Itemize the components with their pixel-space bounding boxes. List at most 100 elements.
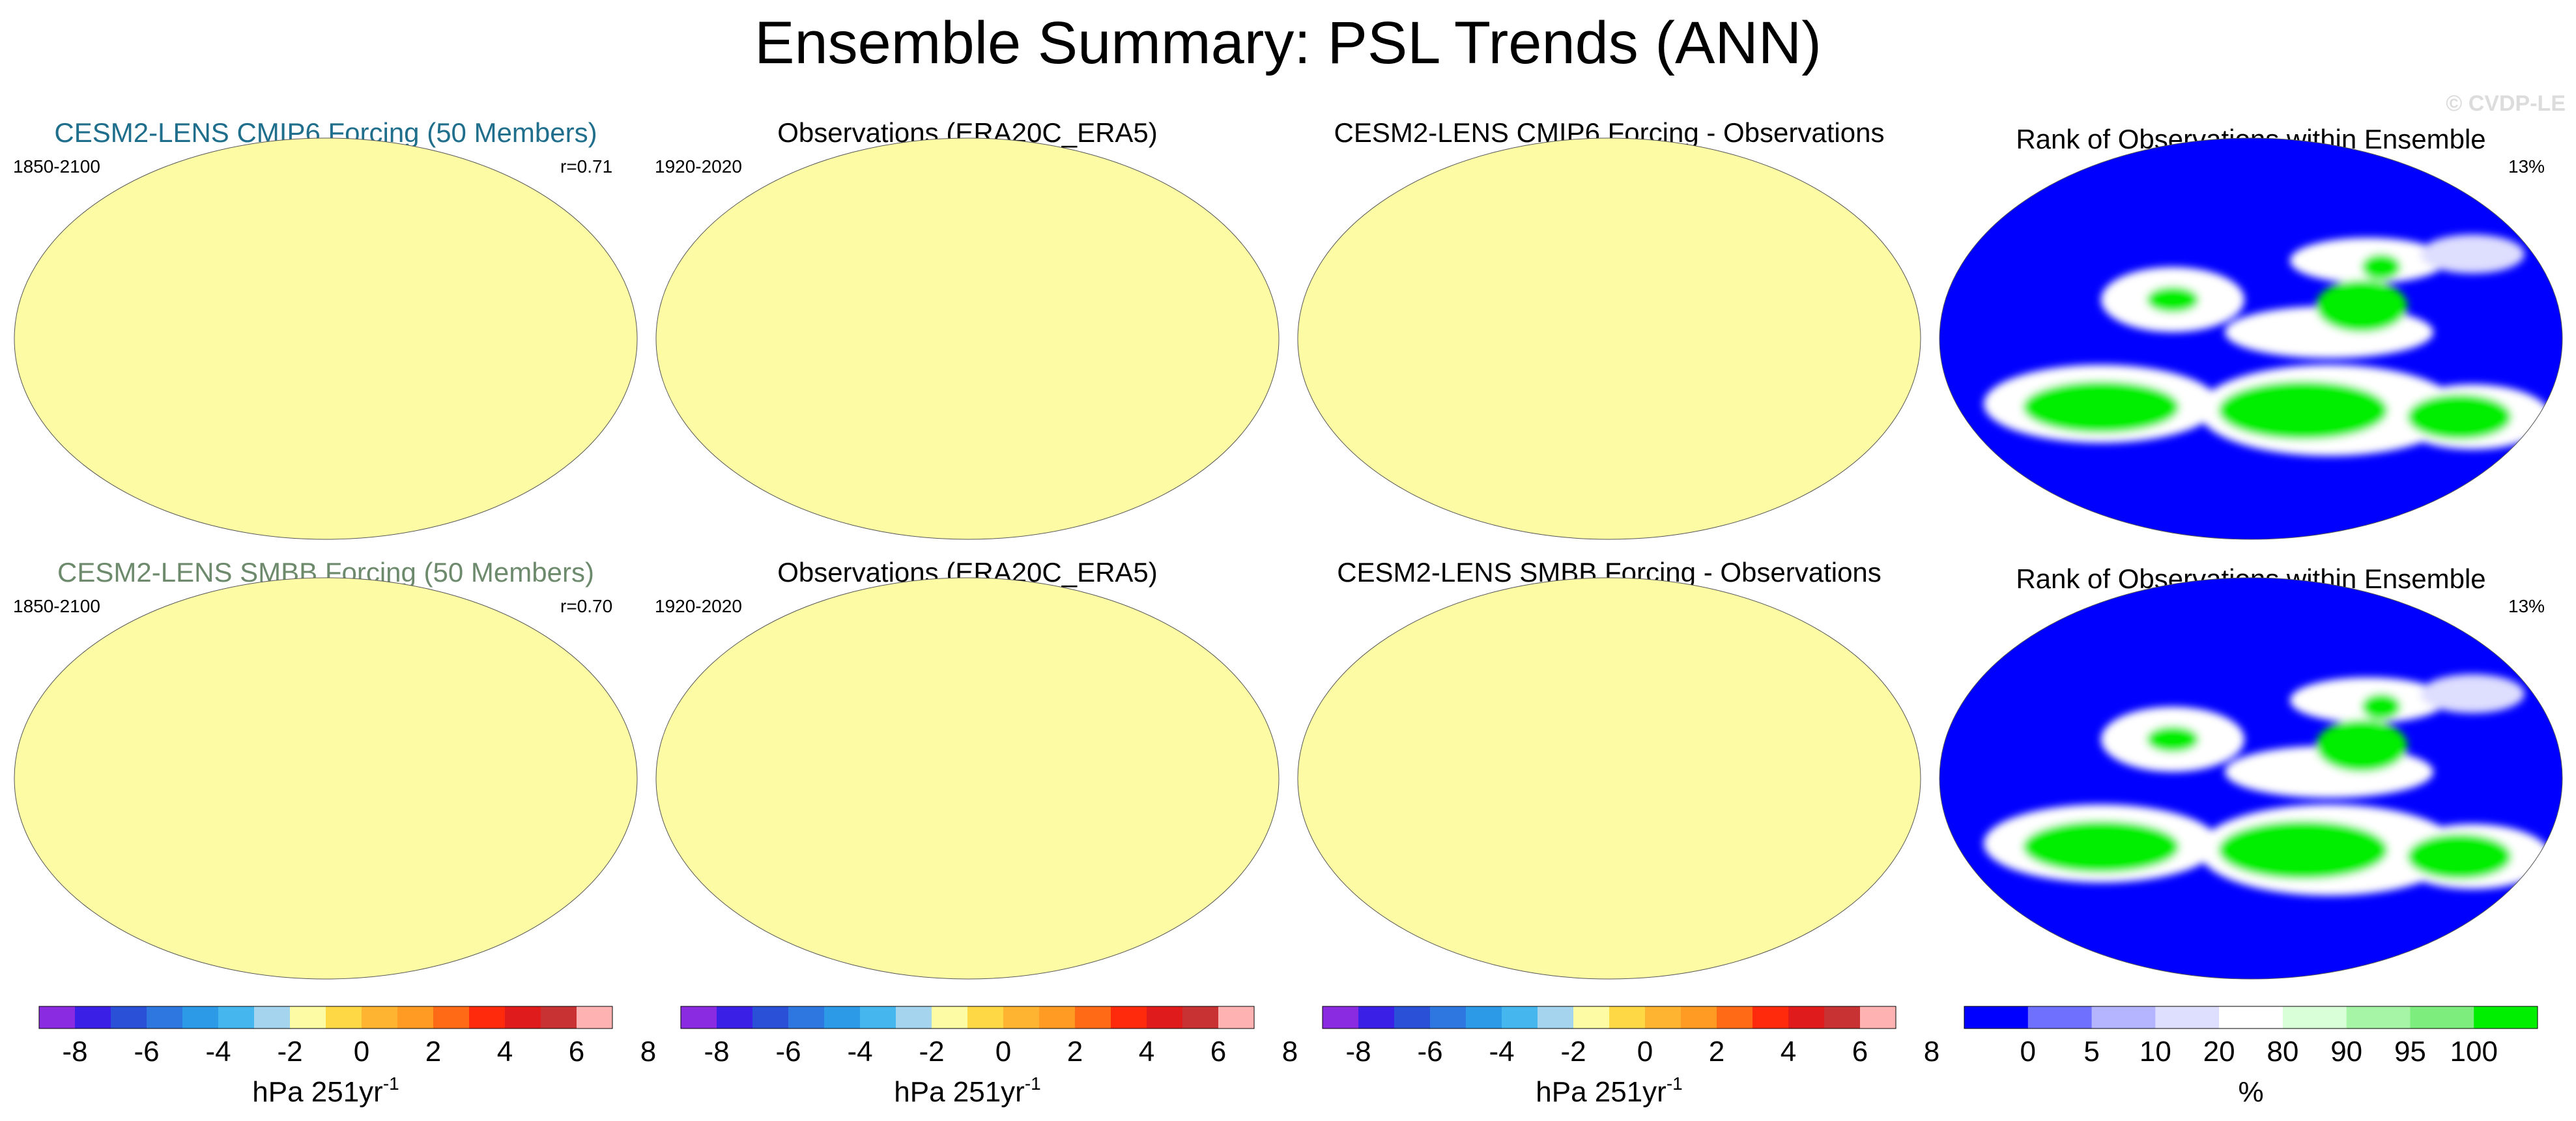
colorbar-swatch — [1323, 1006, 1359, 1029]
colorbar-swatch — [1681, 1006, 1717, 1029]
colorbar-swatch — [469, 1006, 506, 1029]
colorbar-swatch — [1824, 1006, 1861, 1029]
colorbar-tick-label: 8 — [1282, 1036, 1298, 1068]
colorbar-swatch — [1111, 1006, 1147, 1029]
colorbar-tick-label: 2 — [1067, 1036, 1083, 1068]
colorbar-tick-label: -8 — [704, 1036, 729, 1068]
map-r2c2 — [655, 577, 1280, 980]
colorbar-swatch — [1003, 1006, 1040, 1029]
period-label-r1c2: 1920-2020 — [655, 156, 742, 177]
colorbar-swatch — [577, 1006, 613, 1029]
colorbar-swatch — [111, 1006, 147, 1029]
colorbar-tick-label: 10 — [2140, 1036, 2171, 1068]
colorbar-tick-label: 4 — [1781, 1036, 1796, 1068]
colorbar-tick-label: -6 — [775, 1036, 801, 1068]
map-r1c2 — [655, 137, 1280, 540]
colorbar-swatch — [75, 1006, 111, 1029]
colorbar-swatch — [254, 1006, 291, 1029]
period-label-r2c1: 1850-2100 — [13, 596, 100, 616]
colorbar-swatch — [1218, 1006, 1255, 1029]
colorbar-swatch — [717, 1006, 753, 1029]
colorbar-swatch — [1964, 1006, 2029, 1029]
colorbar-swatch — [860, 1006, 896, 1029]
colorbar-tick-label: 2 — [425, 1036, 441, 1068]
page-title: Ensemble Summary: PSL Trends (ANN) — [754, 10, 1822, 76]
colorbar-tick-label: 6 — [1852, 1036, 1868, 1068]
colorbar-tick-label: -8 — [1345, 1036, 1371, 1068]
colorbar-tick-label: -4 — [1489, 1036, 1514, 1068]
colorbar-swatch — [1609, 1006, 1646, 1029]
colorbar-swatch — [505, 1006, 541, 1029]
colorbar-swatch — [290, 1006, 326, 1029]
map-r2c4 — [1939, 577, 2563, 980]
colorbar-swatch — [896, 1006, 932, 1029]
colorbar-swatch — [2027, 1006, 2093, 1029]
colorbar-swatch — [1075, 1006, 1111, 1029]
correlation-label-r1c1: r=0.71 — [560, 156, 613, 177]
colorbar-swatch — [1182, 1006, 1219, 1029]
colorbar-swatch — [1717, 1006, 1753, 1029]
colorbar-swatch — [752, 1006, 789, 1029]
correlation-label-r2c1: r=0.70 — [560, 596, 613, 616]
colorbar-tick-label: 2 — [1709, 1036, 1724, 1068]
colorbar-tick-label: 6 — [569, 1036, 584, 1068]
colorbar-swatch — [147, 1006, 183, 1029]
colorbar-tick-label: -4 — [205, 1036, 231, 1068]
colorbar-swatch — [1147, 1006, 1183, 1029]
colorbar-swatch — [681, 1006, 717, 1029]
colorbar-swatch — [39, 1006, 76, 1029]
colorbar-swatch — [326, 1006, 362, 1029]
colorbar-swatch — [2091, 1006, 2156, 1029]
colorbar-swatch — [433, 1006, 470, 1029]
colorbar-swatch — [788, 1006, 825, 1029]
colorbar-swatch — [1394, 1006, 1431, 1029]
colorbar-unit-label: hPa 251yr-1 — [894, 1073, 1040, 1108]
colorbar-tick-label: 95 — [2394, 1036, 2426, 1068]
colorbar-tick-label: 6 — [1210, 1036, 1226, 1068]
colorbar-swatch — [1358, 1006, 1395, 1029]
colorbar-swatch — [397, 1006, 434, 1029]
colorbar-swatch — [1753, 1006, 1789, 1029]
colorbar-swatch — [2474, 1006, 2538, 1029]
colorbar-swatch — [182, 1006, 219, 1029]
colorbar-obs: -8 -6 -4 -2 0 2 4 6 8 hPa 251yr-1 — [680, 1006, 1298, 1108]
colorbar-tick-label: 0 — [2020, 1036, 2036, 1068]
colorbar-unit-label: hPa 251yr-1 — [1536, 1073, 1682, 1108]
colorbar-tick-label: -8 — [62, 1036, 87, 1068]
map-r1c3 — [1297, 137, 1921, 540]
colorbar-tick-label: -6 — [1417, 1036, 1442, 1068]
colorbar-swatch — [1645, 1006, 1682, 1029]
period-label-r1c1: 1850-2100 — [13, 156, 100, 177]
colorbar-tick-label: 20 — [2203, 1036, 2235, 1068]
rank-percent-r1c4: 13% — [2508, 156, 2545, 177]
watermark: © CVDP-LE — [2446, 91, 2566, 116]
colorbar-unit-label: % — [2238, 1076, 2263, 1108]
colorbar-tick-label: 0 — [995, 1036, 1011, 1068]
map-r1c1 — [14, 137, 638, 540]
period-label-r2c2: 1920-2020 — [655, 596, 742, 616]
colorbar-swatch — [2410, 1006, 2474, 1029]
colorbar-tick-label: 8 — [1924, 1036, 1939, 1068]
colorbar-rank: 0 5 10 20 80 90 95 100% — [1964, 1006, 2538, 1108]
colorbar-swatch — [967, 1006, 1004, 1029]
colorbar-swatch — [362, 1006, 398, 1029]
colorbar-swatch — [2282, 1006, 2347, 1029]
colorbar-tick-label: 5 — [2083, 1036, 2099, 1068]
colorbar-swatch — [541, 1006, 577, 1029]
colorbar-swatch — [1573, 1006, 1610, 1029]
colorbar-swatch — [1039, 1006, 1076, 1029]
colorbar-model: -8 -6 -4 -2 0 2 4 6 8 hPa 251yr-1 — [38, 1006, 656, 1108]
colorbar-tick-label: 4 — [497, 1036, 513, 1068]
colorbar-tick-label: 0 — [354, 1036, 369, 1068]
colorbar-swatch — [1502, 1006, 1538, 1029]
colorbar-tick-label: 8 — [640, 1036, 656, 1068]
colorbar-swatch — [2219, 1006, 2283, 1029]
map-r2c3 — [1297, 577, 1921, 980]
colorbar-swatch — [218, 1006, 255, 1029]
colorbar-tick-label: -2 — [1560, 1036, 1586, 1068]
colorbar-swatch — [1788, 1006, 1825, 1029]
rank-percent-r2c4: 13% — [2508, 596, 2545, 616]
colorbar-tick-label: 90 — [2330, 1036, 2362, 1068]
colorbar-swatch — [2346, 1006, 2411, 1029]
colorbar-tick-label: 80 — [2267, 1036, 2298, 1068]
